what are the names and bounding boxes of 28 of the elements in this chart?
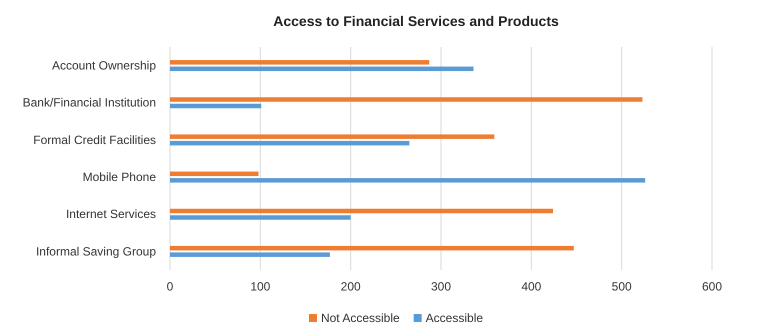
legend-label: Accessible <box>426 311 484 325</box>
bar <box>170 66 474 72</box>
bar <box>170 140 410 146</box>
y-tick-label: Informal Saving Group <box>36 244 156 258</box>
bar <box>170 246 574 250</box>
y-tick-label: Internet Services <box>66 207 156 222</box>
bar <box>170 134 494 139</box>
bar <box>170 60 430 65</box>
y-tick-label: Bank/Financial Institution <box>22 96 156 110</box>
x-tick-label: 500 <box>612 280 632 294</box>
bar <box>170 104 262 108</box>
bar <box>170 208 554 214</box>
x-tick-label: 0 <box>166 280 174 294</box>
y-tick-label: Account Ownership <box>52 58 156 72</box>
bar <box>170 252 330 257</box>
bar <box>170 215 351 220</box>
y-tick-label: Mobile Phone <box>82 170 156 184</box>
x-tick-label: 400 <box>521 280 542 294</box>
x-tick-label: 300 <box>430 280 452 294</box>
legend-label: Not Accessible <box>320 311 400 325</box>
y-tick-label: Formal Credit Facilities <box>33 132 156 147</box>
bar <box>170 97 642 102</box>
x-tick-label: 600 <box>702 280 722 294</box>
x-tick-label: 200 <box>340 280 361 294</box>
x-tick-label: 100 <box>250 280 271 294</box>
bar <box>170 172 259 176</box>
bar <box>170 178 646 183</box>
chart-title: Access to Financial Services and Products <box>273 13 559 29</box>
